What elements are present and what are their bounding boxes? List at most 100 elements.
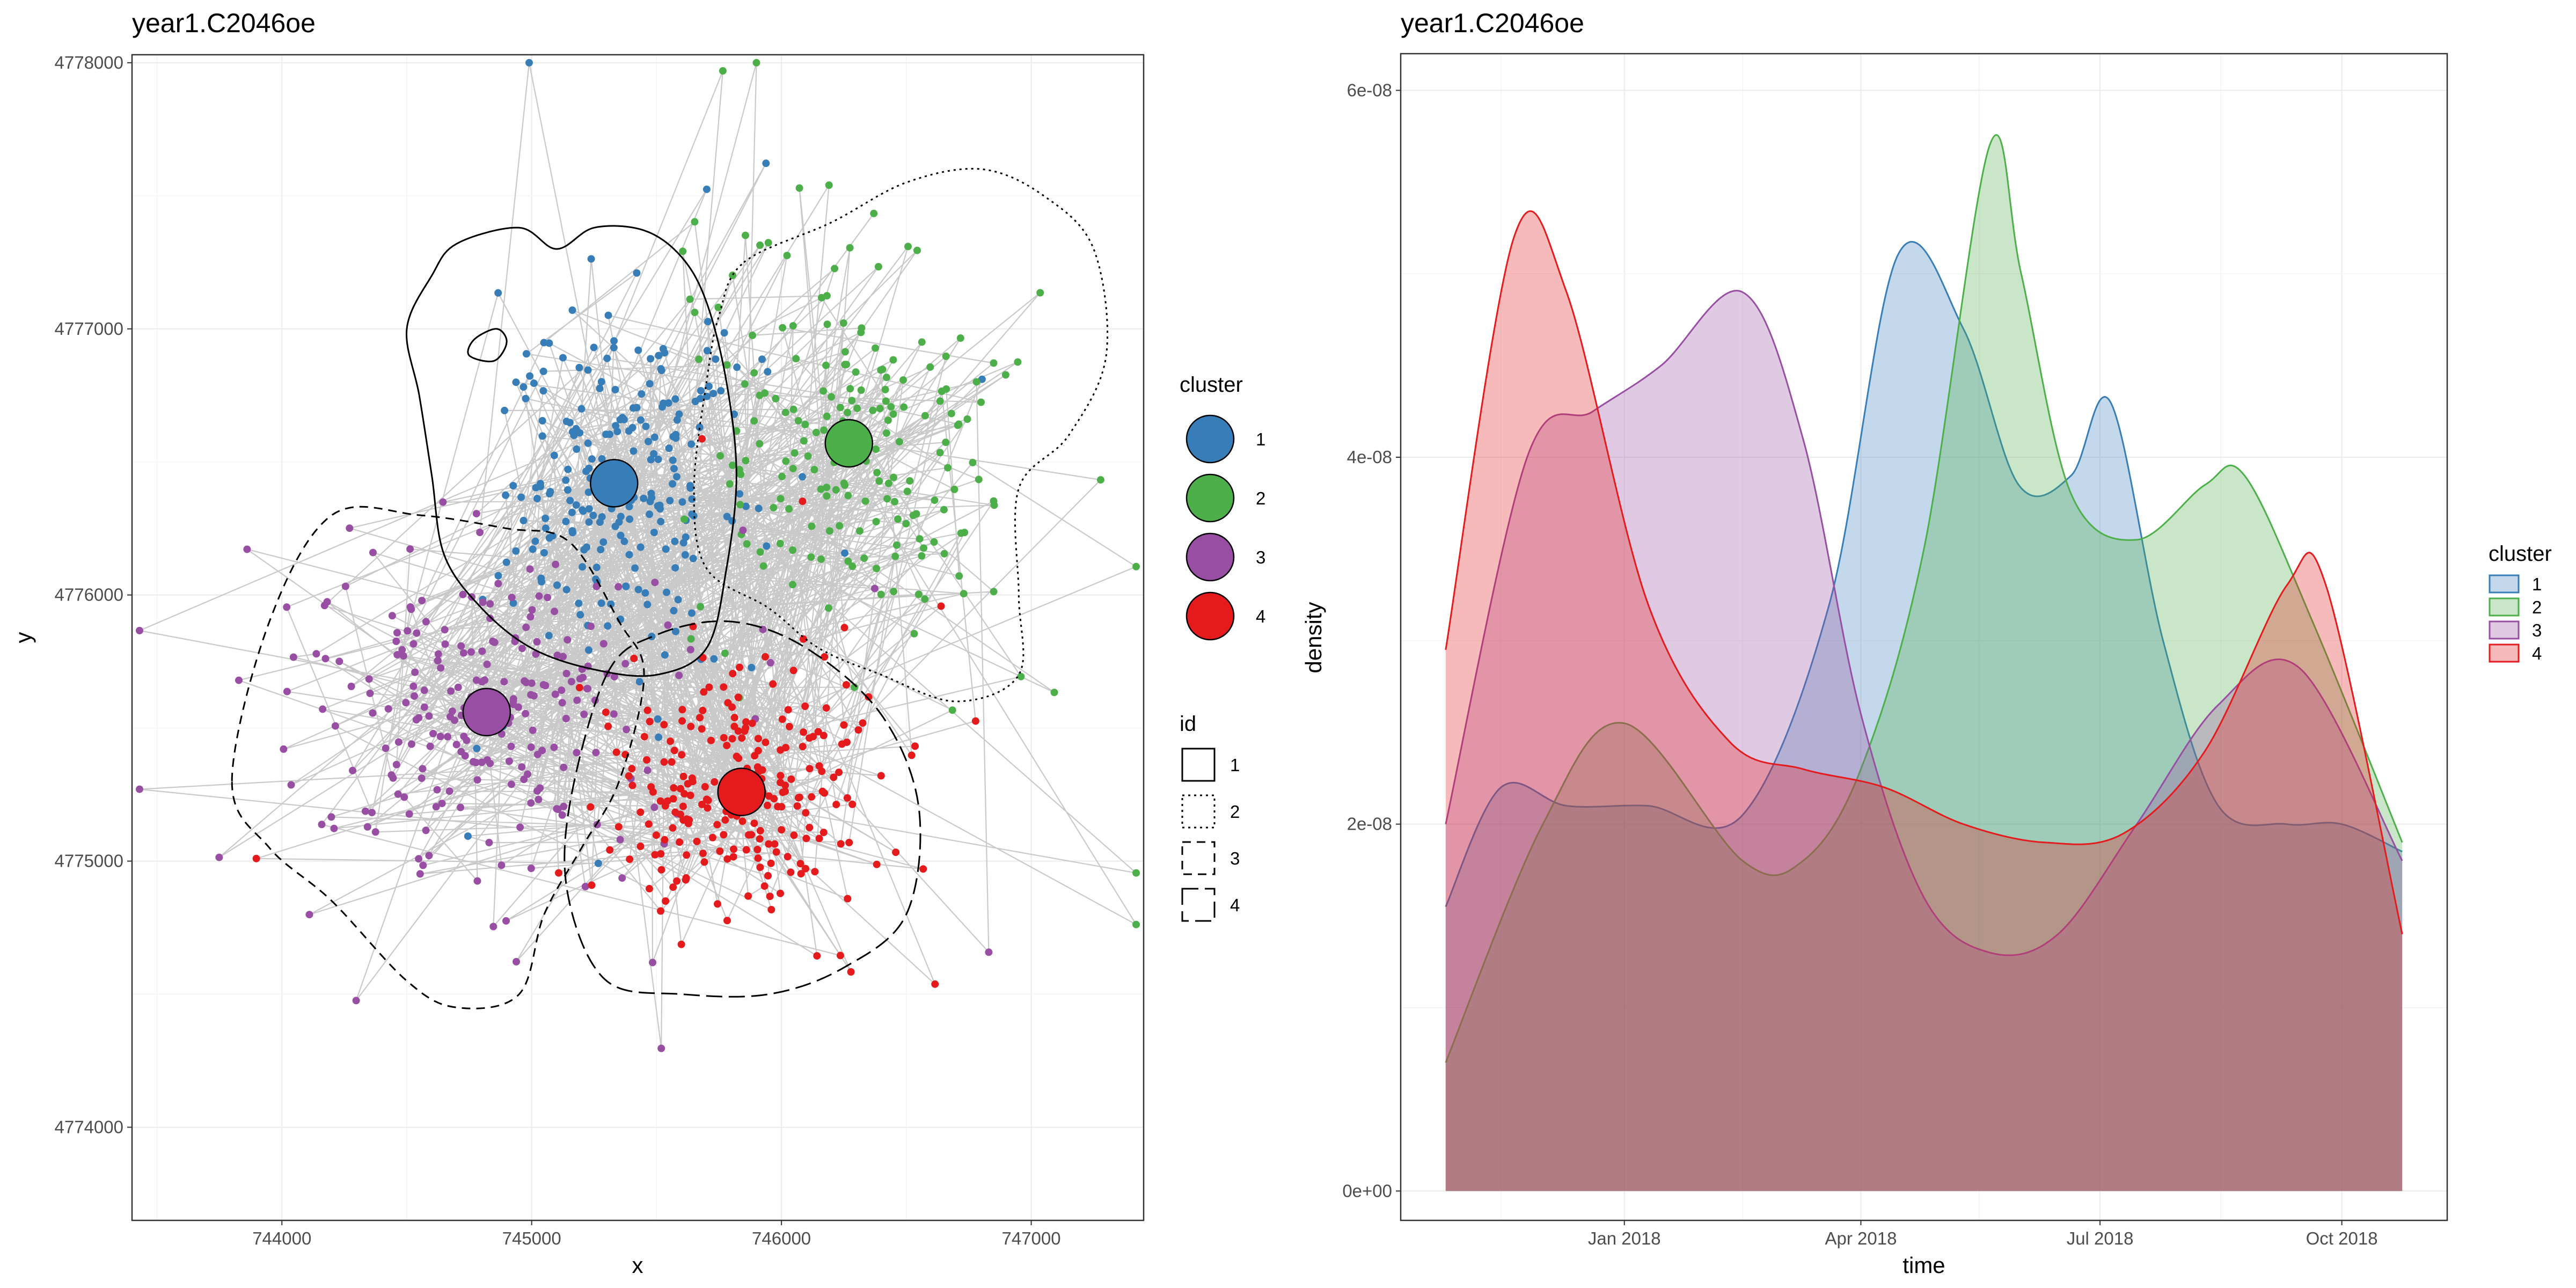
density-grid bbox=[1401, 54, 2447, 1220]
scatter-ticks: 744000 745000 746000 747000 4774000 4775000 47… bbox=[55, 53, 1061, 1248]
scatter-point bbox=[724, 699, 732, 707]
scatter-point bbox=[738, 734, 746, 742]
cluster-legend-label: 2 bbox=[1256, 488, 1265, 508]
scatter-point bbox=[394, 738, 402, 746]
scatter-point bbox=[762, 653, 769, 661]
scatter-point bbox=[643, 601, 652, 609]
scatter-point bbox=[819, 829, 828, 837]
scatter-point bbox=[742, 724, 750, 732]
scatter-point bbox=[930, 538, 938, 546]
scatter-point bbox=[540, 549, 548, 557]
scatter-point bbox=[913, 246, 921, 254]
scatter-point bbox=[583, 543, 591, 551]
density-line-cluster-4 bbox=[1445, 210, 2403, 935]
scatter-point bbox=[459, 590, 467, 598]
density-legend: cluster 1 2 3 4 bbox=[2489, 542, 2552, 663]
scatter-point bbox=[567, 678, 575, 686]
scatter-point bbox=[660, 721, 668, 729]
scatter-point bbox=[625, 772, 633, 780]
scatter-point bbox=[671, 537, 679, 545]
scatter-point bbox=[699, 850, 707, 858]
scatter-panel-border bbox=[131, 54, 1145, 1221]
scatter-point bbox=[777, 772, 785, 780]
scatter-point bbox=[688, 609, 696, 617]
scatter-point bbox=[526, 613, 535, 621]
scatter-point bbox=[656, 505, 664, 513]
scatter-point bbox=[650, 433, 658, 441]
scatter-y-axis-title: y bbox=[11, 632, 36, 643]
scatter-point bbox=[681, 551, 689, 559]
scatter-point bbox=[789, 405, 797, 413]
scatter-point bbox=[686, 792, 694, 799]
density-panel-border bbox=[1400, 53, 2448, 1221]
scatter-point bbox=[859, 719, 867, 727]
scatter-point bbox=[394, 790, 402, 798]
scatter-point bbox=[847, 968, 855, 976]
scatter-point bbox=[837, 840, 845, 848]
scatter-point bbox=[848, 562, 857, 570]
scatter-point bbox=[562, 476, 570, 484]
scatter-point bbox=[734, 727, 742, 735]
scatter-point bbox=[597, 546, 605, 553]
scatter-point bbox=[635, 678, 643, 686]
scatter-point bbox=[1132, 920, 1140, 928]
scatter-point bbox=[1036, 289, 1044, 297]
scatter-point bbox=[691, 218, 699, 226]
scatter-x-axis-title: x bbox=[632, 1253, 643, 1278]
scatter-point bbox=[759, 562, 767, 570]
scatter-point bbox=[464, 832, 472, 840]
scatter-point bbox=[841, 348, 849, 356]
scatter-point bbox=[419, 861, 427, 869]
scatter-point bbox=[689, 554, 697, 562]
density-area-cluster-1 bbox=[1445, 241, 2403, 1191]
scatter-point bbox=[889, 356, 897, 364]
scatter-point bbox=[467, 648, 475, 656]
contour-id-1 bbox=[405, 225, 737, 677]
scatter-point bbox=[433, 786, 441, 794]
scatter-point bbox=[610, 343, 618, 352]
scatter-point bbox=[687, 722, 695, 730]
cluster-legend-label: 1 bbox=[1256, 429, 1265, 449]
scatter-point bbox=[420, 703, 428, 711]
scatter-point bbox=[817, 485, 825, 493]
scatter-point bbox=[675, 410, 683, 418]
scatter-point bbox=[352, 997, 360, 1005]
cluster-legend-key bbox=[1185, 414, 1235, 464]
scatter-point bbox=[785, 505, 793, 513]
scatter-point bbox=[801, 702, 809, 710]
density-y-tick-label: 2e-08 bbox=[1347, 814, 1392, 834]
scatter-point bbox=[448, 707, 456, 715]
scatter-point bbox=[782, 457, 790, 465]
scatter-point bbox=[643, 766, 652, 774]
scatter-point bbox=[713, 821, 721, 829]
scatter-point bbox=[575, 364, 583, 371]
scatter-point bbox=[821, 653, 829, 661]
scatter-edge-path bbox=[138, 62, 1137, 1049]
scatter-point bbox=[815, 835, 823, 843]
scatter-point bbox=[702, 795, 711, 803]
scatter-point bbox=[252, 854, 260, 862]
scatter-point bbox=[366, 689, 374, 697]
scatter-point bbox=[640, 494, 648, 502]
cluster-legend-key bbox=[1185, 473, 1235, 523]
scatter-point bbox=[877, 590, 885, 598]
scatter-point bbox=[919, 865, 927, 873]
scatter-point bbox=[902, 519, 910, 528]
scatter-point bbox=[584, 439, 592, 447]
contour-id-3 bbox=[231, 506, 645, 1009]
scatter-point bbox=[947, 409, 955, 418]
scatter-point bbox=[481, 676, 489, 684]
scatter-point bbox=[921, 595, 929, 603]
scatter-point bbox=[562, 670, 570, 677]
scatter-point bbox=[568, 529, 576, 537]
scatter-point bbox=[806, 765, 814, 773]
scatter-point bbox=[382, 744, 390, 752]
scatter-point bbox=[789, 667, 797, 675]
scatter-point bbox=[647, 456, 655, 464]
scatter-point bbox=[486, 759, 494, 767]
scatter-point bbox=[631, 564, 639, 572]
scatter-point bbox=[502, 917, 510, 925]
scatter-point bbox=[840, 624, 848, 632]
scatter-point bbox=[489, 923, 497, 931]
scatter-point bbox=[649, 958, 656, 967]
